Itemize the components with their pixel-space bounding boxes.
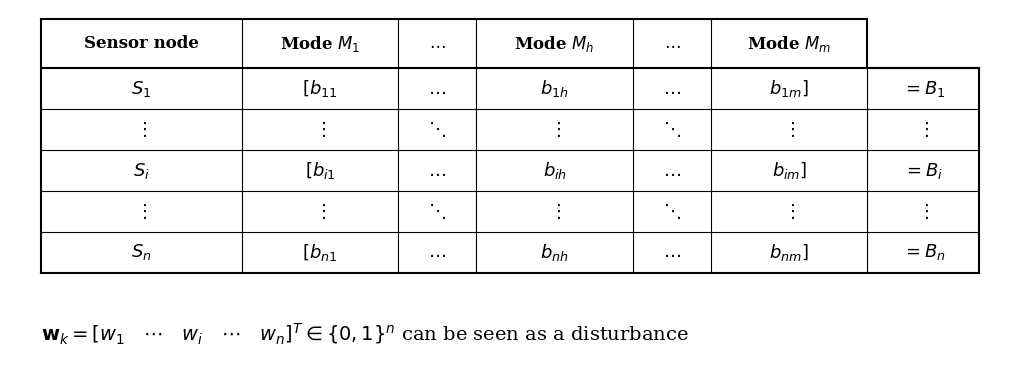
Text: $\ddots$: $\ddots$ — [428, 202, 446, 221]
Text: Mode $M_1$: Mode $M_1$ — [279, 34, 360, 53]
Text: $= B_n$: $= B_n$ — [901, 243, 945, 262]
Text: $\ldots$: $\ldots$ — [429, 35, 445, 52]
Text: $\vdots$: $\vdots$ — [136, 120, 147, 139]
Text: $= B_i$: $= B_i$ — [903, 161, 943, 180]
Text: $[b_{n1}$: $[b_{n1}$ — [303, 242, 337, 263]
Text: $b_{im}]$: $b_{im}]$ — [771, 160, 806, 181]
Text: $\ddots$: $\ddots$ — [428, 120, 446, 139]
Text: $b_{ih}$: $b_{ih}$ — [542, 160, 567, 181]
Text: $\ldots$: $\ldots$ — [663, 35, 680, 52]
Text: Sensor node: Sensor node — [84, 35, 199, 52]
Text: $\vdots$: $\vdots$ — [783, 120, 795, 139]
Text: $\ddots$: $\ddots$ — [662, 120, 681, 139]
Text: $b_{nh}$: $b_{nh}$ — [540, 242, 569, 263]
Text: $S_n$: $S_n$ — [130, 243, 152, 262]
Text: $\vdots$: $\vdots$ — [916, 202, 928, 221]
Text: $\vdots$: $\vdots$ — [548, 120, 560, 139]
Text: $\vdots$: $\vdots$ — [783, 202, 795, 221]
Text: $\vdots$: $\vdots$ — [548, 202, 560, 221]
Text: $\ddots$: $\ddots$ — [662, 202, 681, 221]
Text: $b_{1m}]$: $b_{1m}]$ — [768, 78, 808, 99]
Text: $\vdots$: $\vdots$ — [136, 202, 147, 221]
Text: $\vdots$: $\vdots$ — [916, 120, 928, 139]
Text: $[b_{11}$: $[b_{11}$ — [302, 78, 337, 99]
Text: $\ldots$: $\ldots$ — [428, 161, 446, 180]
Text: $\vdots$: $\vdots$ — [314, 120, 326, 139]
Text: $S_1$: $S_1$ — [131, 79, 152, 99]
Text: $\vdots$: $\vdots$ — [314, 202, 326, 221]
Text: $S_i$: $S_i$ — [132, 161, 150, 180]
Text: $\ldots$: $\ldots$ — [662, 80, 681, 98]
Text: $\ldots$: $\ldots$ — [662, 243, 681, 262]
Text: $\ldots$: $\ldots$ — [662, 161, 681, 180]
Text: $[b_{i1}$: $[b_{i1}$ — [305, 160, 335, 181]
Text: $\ldots$: $\ldots$ — [428, 80, 446, 98]
Text: Mode $M_h$: Mode $M_h$ — [514, 34, 594, 53]
Text: $= B_1$: $= B_1$ — [901, 79, 944, 99]
Text: $b_{nm}]$: $b_{nm}]$ — [768, 242, 808, 263]
Text: $\ldots$: $\ldots$ — [428, 243, 446, 262]
Text: Mode $M_m$: Mode $M_m$ — [746, 34, 830, 53]
Text: $\mathbf{w}_k = \left[w_1 \quad \cdots \quad w_i \quad \cdots \quad w_n\right]^T: $\mathbf{w}_k = \left[w_1 \quad \cdots \… — [41, 321, 688, 346]
Text: $b_{1h}$: $b_{1h}$ — [540, 78, 569, 99]
